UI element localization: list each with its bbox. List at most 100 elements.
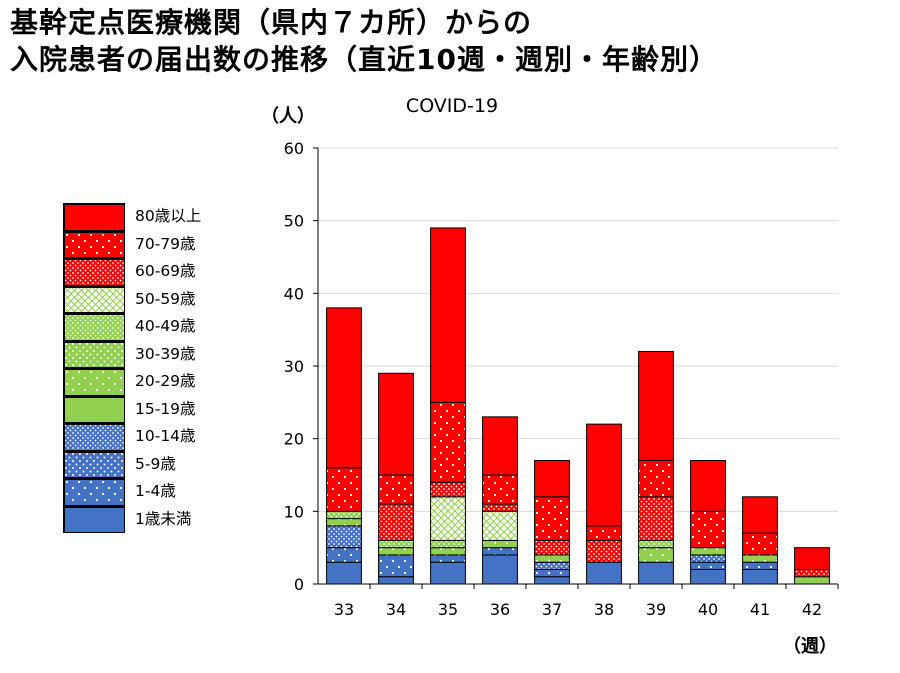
x-tick-label: 42 bbox=[802, 600, 822, 619]
legend-swatch bbox=[63, 203, 125, 231]
x-tick-label: 33 bbox=[334, 600, 354, 619]
bar-segment bbox=[378, 474, 414, 505]
bar-segment bbox=[378, 539, 414, 549]
bar-segment bbox=[378, 503, 414, 541]
legend-swatch bbox=[63, 505, 125, 533]
bar-stack-week-42 bbox=[794, 547, 830, 585]
x-tick-label: 39 bbox=[646, 600, 666, 619]
bar-segment bbox=[690, 510, 726, 549]
bar-segment bbox=[742, 532, 778, 556]
bar-segment bbox=[430, 554, 466, 563]
bar-segment bbox=[690, 459, 726, 512]
bar-segment bbox=[638, 350, 674, 461]
bar-segment bbox=[794, 547, 830, 570]
bar-stack-week-33 bbox=[326, 307, 362, 585]
legend-swatch bbox=[63, 395, 125, 423]
legend-label: 40-49歳 bbox=[135, 317, 196, 335]
bar-segment bbox=[326, 510, 362, 520]
x-axis-label: （週） bbox=[783, 636, 837, 657]
y-tick-label: 60 bbox=[284, 139, 304, 158]
bar-segment bbox=[378, 554, 414, 578]
bar-segment bbox=[378, 372, 414, 476]
x-tick-label: 40 bbox=[698, 600, 718, 619]
legend-swatch bbox=[63, 230, 125, 258]
bar-segment bbox=[690, 568, 726, 585]
page-title: 基幹定点医療機関（県内７カ所）からの 入院患者の届出数の推移（直近10週・週別・… bbox=[10, 4, 890, 78]
y-tick-label: 50 bbox=[284, 212, 304, 231]
bar-segment bbox=[794, 568, 830, 578]
bar-segment bbox=[326, 467, 362, 512]
legend-label: 20-29歳 bbox=[135, 372, 196, 390]
bar-segment bbox=[690, 554, 726, 563]
legend-label: 60-69歳 bbox=[135, 262, 196, 280]
title-line-1: 基幹定点医療機関（県内７カ所）からの bbox=[10, 6, 533, 39]
bar-stack-week-34 bbox=[378, 372, 414, 585]
bar-segment bbox=[482, 510, 518, 541]
bar-segment bbox=[742, 568, 778, 585]
bar-segment bbox=[430, 227, 466, 403]
y-tick-label: 10 bbox=[284, 502, 304, 521]
bar-segment bbox=[326, 307, 362, 469]
legend-label: 1歳未満 bbox=[135, 509, 192, 528]
legend-label: 50-59歳 bbox=[135, 289, 196, 308]
y-tick-label: 30 bbox=[284, 357, 304, 376]
bar-segment bbox=[534, 539, 570, 556]
bar-segment bbox=[638, 561, 674, 585]
x-tick-label: 37 bbox=[542, 600, 562, 619]
legend-label: 15-19歳 bbox=[135, 399, 196, 418]
y-tick-label: 40 bbox=[284, 284, 304, 303]
bar-segment bbox=[586, 561, 622, 585]
x-tick-label: 36 bbox=[490, 600, 510, 619]
bar-segment bbox=[638, 539, 674, 549]
bar-segment bbox=[378, 547, 414, 556]
legend-swatch bbox=[63, 340, 125, 368]
bar-segment bbox=[534, 561, 570, 570]
bar-segment bbox=[586, 525, 622, 541]
legend-swatch bbox=[63, 478, 125, 506]
y-tick-label: 20 bbox=[284, 430, 304, 449]
legend-swatch bbox=[63, 423, 125, 451]
bar-segment bbox=[742, 554, 778, 563]
bar-segment bbox=[690, 561, 726, 570]
bar-stack-week-38 bbox=[586, 423, 622, 585]
x-tick-label: 35 bbox=[438, 600, 458, 619]
bar-segment bbox=[534, 554, 570, 563]
bar-segment bbox=[430, 547, 466, 556]
bar-stack-week-39 bbox=[638, 350, 674, 585]
y-tick-label: 0 bbox=[294, 575, 304, 594]
x-tick-label: 38 bbox=[594, 600, 614, 619]
bar-stack-week-37 bbox=[534, 459, 570, 585]
legend-label: 1-4歳 bbox=[135, 482, 176, 500]
bar-segment bbox=[482, 503, 518, 512]
bar-segment bbox=[378, 576, 414, 585]
bar-segment bbox=[326, 525, 362, 549]
bar-segment bbox=[482, 474, 518, 505]
legend-swatch bbox=[63, 285, 125, 313]
x-tick-label: 41 bbox=[750, 600, 770, 619]
legend-label: 10-14歳 bbox=[135, 427, 196, 445]
bar-stack-week-41 bbox=[742, 496, 778, 585]
legend-swatch bbox=[63, 313, 125, 341]
bar-segment bbox=[586, 423, 622, 527]
bar-segment bbox=[482, 416, 518, 476]
legend-swatch bbox=[63, 258, 125, 286]
bar-segment bbox=[326, 547, 362, 563]
legend-label: 30-39歳 bbox=[135, 344, 196, 363]
bar-segment bbox=[638, 496, 674, 541]
legend-swatch bbox=[63, 450, 125, 478]
bar-segment bbox=[430, 496, 466, 541]
title-line-2: 入院患者の届出数の推移（直近10週・週別・年齢別） bbox=[10, 43, 718, 76]
y-axis-label: （人） bbox=[261, 106, 315, 127]
bar-segment bbox=[534, 568, 570, 578]
legend-label: 80歳以上 bbox=[135, 207, 202, 225]
x-tick-label: 34 bbox=[386, 600, 406, 619]
bar-segment bbox=[534, 459, 570, 498]
bar-segment bbox=[430, 539, 466, 549]
bar-segment bbox=[638, 547, 674, 563]
bar-segment bbox=[534, 496, 570, 541]
bar-segment bbox=[586, 539, 622, 563]
bar-stack-week-35 bbox=[430, 227, 466, 585]
legend-label: 5-9歳 bbox=[135, 454, 176, 473]
chart-title: COVID-19 bbox=[406, 95, 498, 117]
